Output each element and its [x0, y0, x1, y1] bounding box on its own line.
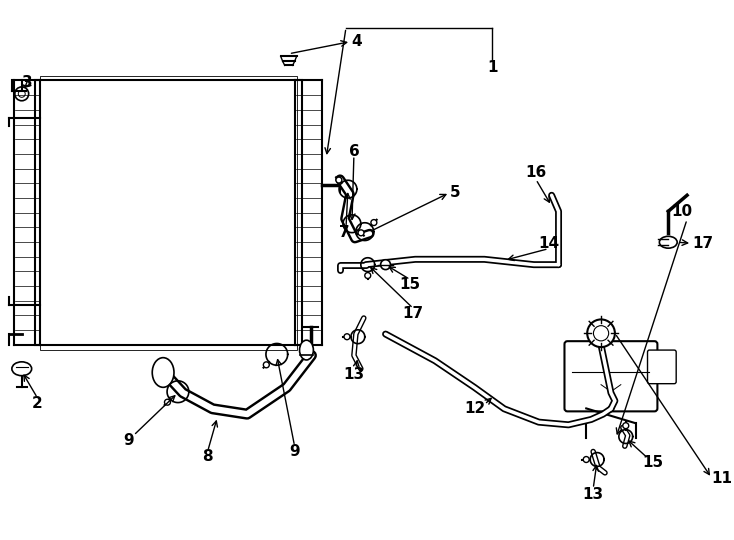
Circle shape	[381, 260, 390, 269]
FancyBboxPatch shape	[647, 350, 676, 384]
Text: 17: 17	[403, 306, 424, 321]
Circle shape	[164, 399, 170, 405]
FancyBboxPatch shape	[564, 341, 658, 411]
Ellipse shape	[659, 237, 677, 248]
Text: 4: 4	[351, 34, 362, 49]
Text: 6: 6	[349, 144, 359, 159]
Circle shape	[336, 177, 342, 183]
Text: 12: 12	[464, 401, 485, 416]
Text: 10: 10	[672, 204, 693, 219]
Text: 13: 13	[344, 367, 365, 382]
Circle shape	[18, 90, 25, 97]
Text: 16: 16	[526, 165, 546, 180]
Text: 11: 11	[712, 471, 733, 485]
Text: 8: 8	[203, 449, 213, 464]
Circle shape	[594, 326, 608, 341]
Text: 3: 3	[22, 75, 33, 90]
Text: 17: 17	[692, 236, 713, 251]
Text: 15: 15	[642, 455, 663, 470]
Text: 14: 14	[538, 236, 559, 251]
Polygon shape	[34, 80, 302, 345]
Text: 1: 1	[487, 59, 498, 75]
Ellipse shape	[152, 357, 174, 387]
Text: 9: 9	[289, 444, 300, 459]
Ellipse shape	[12, 362, 32, 376]
Text: 9: 9	[123, 433, 134, 448]
Circle shape	[358, 230, 364, 236]
Circle shape	[371, 220, 377, 226]
Text: 5: 5	[450, 185, 460, 200]
Text: 15: 15	[400, 278, 421, 293]
Circle shape	[365, 273, 371, 279]
Circle shape	[587, 320, 615, 347]
Text: 2: 2	[32, 396, 43, 411]
Circle shape	[344, 334, 350, 340]
Text: 7: 7	[338, 225, 349, 240]
Circle shape	[623, 423, 629, 429]
Circle shape	[15, 87, 29, 101]
Circle shape	[584, 456, 589, 462]
Ellipse shape	[299, 340, 313, 360]
Text: 13: 13	[583, 487, 603, 502]
Circle shape	[264, 362, 269, 368]
